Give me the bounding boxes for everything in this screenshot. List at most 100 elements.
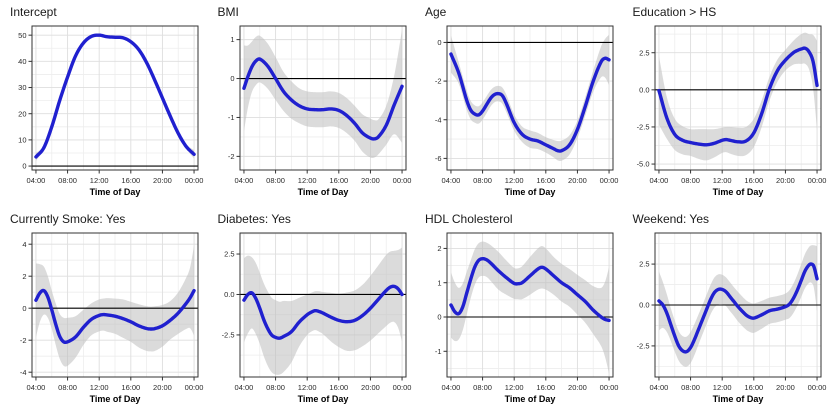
confidence-band	[658, 32, 817, 161]
x-tick-label: 16:00	[744, 383, 763, 392]
panel-border	[654, 25, 821, 171]
panel-title: Diabetes: Yes	[217, 212, 291, 226]
y-tick-label: 1	[230, 35, 234, 44]
plot-area: -4 -2 0 2 4 04:00 08:00 12:00 16:00 20:00 00:00 Tim…	[0, 230, 207, 415]
panel-education: Education > HS -5.0 -2.5 0.0 2.5 04:00 08:00 1…	[623, 1, 830, 208]
x-tick-label: 20:00	[568, 383, 587, 392]
panel-title: HDL Cholesterol	[425, 212, 513, 226]
x-tick-label: 08:00	[58, 383, 77, 392]
x-axis-title: Time of Day	[505, 394, 556, 404]
x-tick-label: 12:00	[505, 383, 524, 392]
curve-line	[241, 284, 404, 340]
y-tick-label: 30	[18, 83, 26, 92]
curve-line	[449, 257, 611, 323]
x-tick-label: 16:00	[744, 176, 763, 185]
panel-title: Intercept	[10, 5, 57, 19]
y-tick-label: 2.5	[639, 260, 649, 269]
x-tick-label: 00:00	[600, 383, 619, 392]
y-tick-label: 0	[437, 38, 441, 47]
y-tick-label: 2.5	[639, 48, 649, 57]
panel-intercept: Intercept 0 10 20 30 40 50 04:00 08:00 12:00 16:0…	[0, 1, 207, 208]
x-axis-title: Time of Day	[712, 187, 763, 197]
x-tick-label: 08:00	[681, 176, 700, 185]
plot-area: -6 -4 -2 0 04:00 08:00 12:00 16:00 20:00 00:00 Tim…	[415, 23, 622, 208]
x-tick-label: 04:00	[442, 176, 461, 185]
x-tick-label: 12:00	[297, 383, 316, 392]
panel-smoke: Currently Smoke: Yes -4 -2 0 2 4 04:00 08:00 12…	[0, 208, 207, 415]
y-tick-label: 0.0	[639, 85, 649, 94]
y-tick-label: 10	[18, 135, 26, 144]
x-tick-label: 16:00	[329, 383, 348, 392]
x-tick-label: 12:00	[712, 176, 731, 185]
curve-line	[656, 262, 819, 354]
x-tick-label: 20:00	[153, 176, 172, 185]
panel-border	[31, 25, 199, 171]
x-tick-label: 20:00	[776, 176, 795, 185]
curve-line	[656, 46, 819, 147]
y-tick-label: -6	[435, 154, 442, 163]
x-tick-label: 04:00	[27, 176, 46, 185]
panel-svg: 0 10 20 30 40 50 04:00 08:00 12:00 16:00 20:00 00:0…	[18, 25, 203, 197]
y-tick-label: -5.0	[636, 160, 649, 169]
x-tick-label: 20:00	[776, 383, 795, 392]
x-axis-title: Time of Day	[90, 187, 141, 197]
x-tick-label: 20:00	[153, 383, 172, 392]
y-tick-label: 0	[22, 162, 26, 171]
x-tick-label: 16:00	[121, 176, 140, 185]
panel-title: Age	[425, 5, 447, 19]
panel-border	[239, 25, 406, 171]
x-tick-label: 12:00	[297, 176, 316, 185]
y-tick-label: -2.5	[636, 342, 649, 351]
x-tick-label: 12:00	[712, 383, 731, 392]
y-tick-label: 2	[22, 272, 26, 281]
panel-border	[446, 232, 614, 378]
panel-border	[239, 232, 406, 378]
x-tick-label: 00:00	[600, 176, 619, 185]
plot-area: 0 10 20 30 40 50 04:00 08:00 12:00 16:00 20:00 00:0…	[0, 23, 207, 208]
x-tick-label: 12:00	[90, 383, 109, 392]
panel-age: Age -6 -4 -2 0 04:00 08:00 12:00 16:00 20:00 00:0…	[415, 1, 622, 208]
panel-diabetes: Diabetes: Yes -2.5 0.0 2.5 04:00 08:00 12:00 1…	[208, 208, 415, 415]
y-tick-label: 0.0	[224, 290, 234, 299]
panel-svg: -4 -2 0 2 4 04:00 08:00 12:00 16:00 20:00 00:00 Tim…	[20, 232, 204, 404]
x-axis-title: Time of Day	[297, 187, 348, 197]
panel-svg: -6 -4 -2 0 04:00 08:00 12:00 16:00 20:00 00:00 Tim…	[435, 25, 619, 197]
x-tick-label: 00:00	[807, 176, 826, 185]
panel-svg: -2 -1 0 1 04:00 08:00 12:00 16:00 20:00 00:00 Time…	[227, 25, 411, 197]
plot-area: -2.5 0.0 2.5 04:00 08:00 12:00 16:00 20:00 00:00…	[623, 230, 830, 415]
y-tick-label: -2	[20, 336, 27, 345]
y-tick-label: 2.5	[224, 250, 234, 259]
x-axis-title: Time of Day	[297, 394, 348, 404]
y-tick-label: -2	[227, 152, 234, 161]
y-tick-label: -2.5	[221, 331, 234, 340]
confidence-band	[450, 34, 610, 162]
confidence-band	[450, 241, 610, 374]
y-tick-label: 2	[437, 244, 441, 253]
x-tick-label: 04:00	[234, 383, 253, 392]
curve-line	[449, 52, 611, 153]
panel-svg: -2.5 0.0 2.5 04:00 08:00 12:00 16:00 20:00 00:00…	[636, 232, 826, 404]
y-tick-label: 20	[18, 109, 26, 118]
x-tick-label: 08:00	[681, 383, 700, 392]
plot-area: -1 0 1 2 04:00 08:00 12:00 16:00 20:00 00:00 Time …	[415, 230, 622, 415]
x-tick-label: 04:00	[234, 176, 253, 185]
x-tick-label: 00:00	[185, 383, 204, 392]
panel-svg: -5.0 -2.5 0.0 2.5 04:00 08:00 12:00 16:00 20:00 0…	[636, 25, 826, 197]
panel-weekend: Weekend: Yes -2.5 0.0 2.5 04:00 08:00 12:00 16…	[623, 208, 830, 415]
x-tick-label: 08:00	[473, 383, 492, 392]
panel-border	[31, 232, 199, 378]
curve-line	[34, 33, 196, 159]
x-tick-label: 08:00	[58, 176, 77, 185]
x-tick-label: 08:00	[266, 383, 285, 392]
y-tick-label: -1	[227, 113, 234, 122]
y-tick-label: 50	[18, 31, 26, 40]
x-tick-label: 16:00	[121, 383, 140, 392]
y-tick-label: 40	[18, 57, 26, 66]
plot-area: -2.5 0.0 2.5 04:00 08:00 12:00 16:00 20:00 00:00…	[208, 230, 415, 415]
y-tick-label: 0	[230, 74, 234, 83]
y-tick-label: 0	[22, 304, 26, 313]
y-tick-label: -4	[435, 115, 442, 124]
x-tick-label: 20:00	[568, 176, 587, 185]
curve-line	[241, 57, 404, 141]
